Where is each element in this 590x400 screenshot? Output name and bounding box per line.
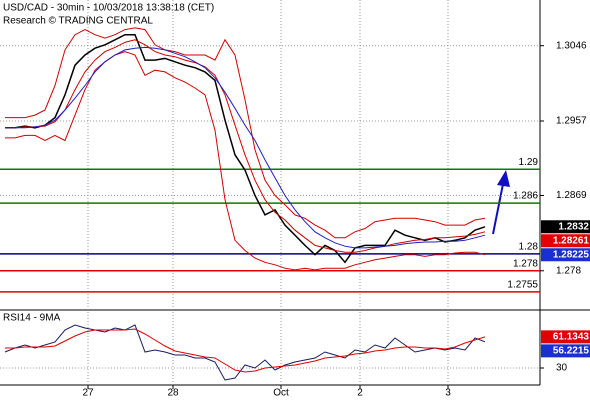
series-line: [5, 51, 486, 271]
price-tag: [541, 344, 590, 358]
series-line: [5, 33, 486, 264]
level-label: 1.286: [513, 191, 538, 202]
arrow-head: [497, 170, 510, 187]
level-label: 1.28: [519, 241, 539, 252]
plot-area: [0, 0, 540, 385]
x-tick-label: 2: [357, 388, 363, 399]
price-tag-label: 61.1343: [553, 332, 590, 343]
level-label: 1.278: [513, 258, 538, 269]
price-tag: [541, 234, 590, 248]
chart-title: USD/CAD - 30min - 10/03/2018 13:38:18 (C…: [3, 3, 214, 14]
x-tick-label: 3: [445, 388, 451, 399]
price-tag-label: 1.28225: [553, 249, 590, 260]
price-tag-label: 1.2832: [558, 221, 589, 232]
y-tick-label: 1.2957: [556, 116, 587, 127]
series-line: [5, 328, 486, 373]
x-tick-label: 28: [167, 388, 179, 399]
y-tick-label: 30: [556, 363, 568, 374]
level-label: 1.2755: [507, 280, 538, 291]
series-line: [5, 46, 486, 249]
series-line: [4, 324, 486, 381]
price-tag: [541, 248, 590, 262]
price-tag-label: 1.28261: [553, 235, 590, 246]
chart-subtitle: Research © TRADING CENTRAL: [3, 16, 153, 27]
y-tick-label: 1.2869: [556, 190, 587, 201]
indicator-title: RSI14 - 9MA: [3, 313, 61, 324]
price-tag: [541, 330, 590, 344]
forecast-arrow: [492, 170, 510, 235]
price-tag: [541, 220, 590, 234]
x-tick-label: 27: [82, 388, 94, 399]
price-tag-label: 56.2215: [553, 346, 590, 357]
level-label: 1.29: [519, 157, 539, 168]
x-tick-label: Oct: [273, 388, 289, 399]
series-line: [5, 39, 486, 253]
arrow-shaft: [492, 183, 504, 235]
y-tick-label: 1.278: [556, 265, 581, 276]
y-tick-label: 1.3046: [556, 40, 587, 51]
series-line: [5, 27, 486, 239]
